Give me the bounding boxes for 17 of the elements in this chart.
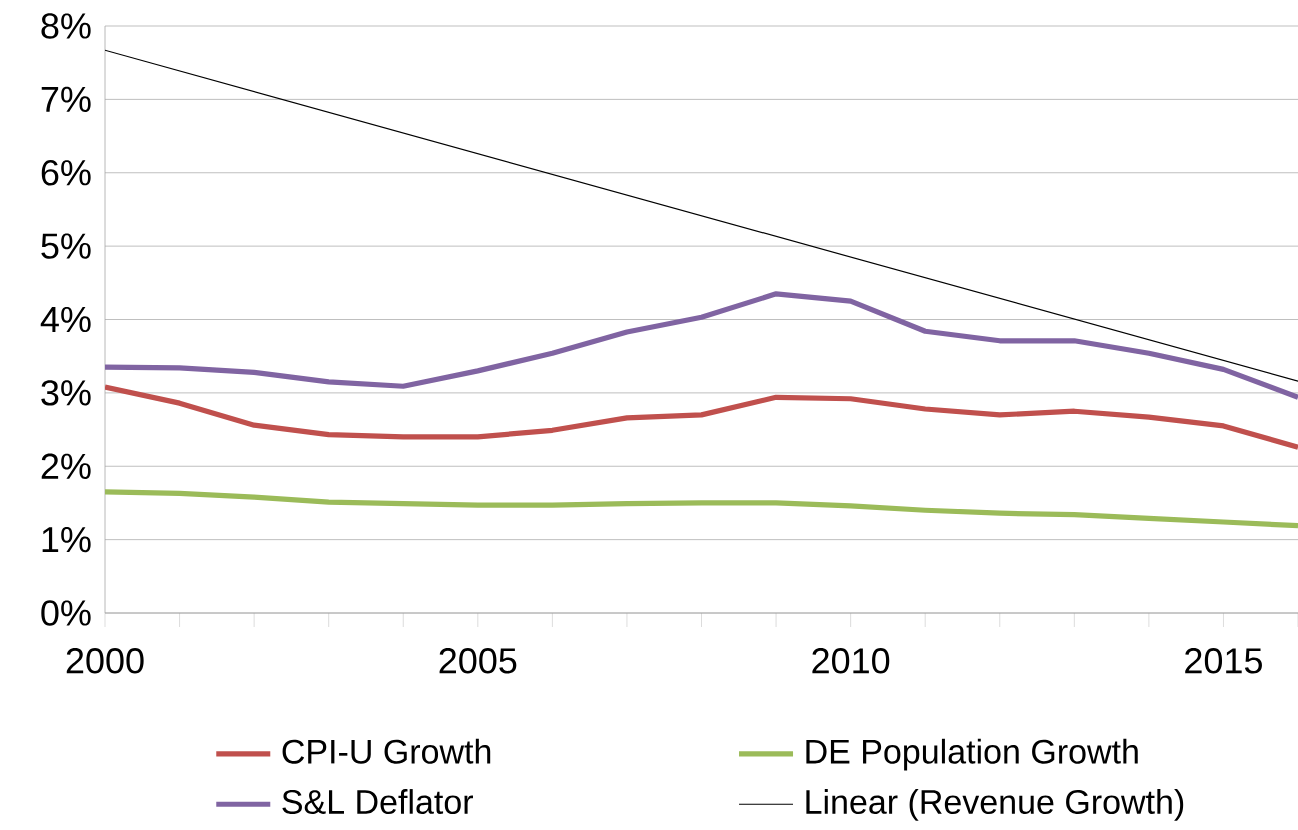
- x-tick-label: 2000: [66, 648, 144, 674]
- y-tick-label: 8%: [41, 13, 91, 39]
- y-tick-label: 0%: [41, 600, 91, 626]
- y-tick-label: 5%: [41, 233, 91, 259]
- x-tick-label: 2005: [439, 648, 517, 674]
- legend-label: S&L Deflator: [282, 789, 473, 815]
- y-tick-label: 6%: [41, 160, 91, 186]
- legend-label: DE Population Growth: [806, 738, 1138, 771]
- y-tick-label: 4%: [40, 306, 91, 333]
- y-tick-label: 1%: [42, 527, 91, 553]
- legend-label: Linear (Revenue Growth): [806, 789, 1184, 821]
- y-tick-label: 2%: [41, 453, 91, 479]
- x-tick-label: 2015: [1185, 648, 1262, 674]
- legend-label: CPI-U Growth: [282, 738, 491, 764]
- x-tick-label: 2010: [812, 648, 890, 674]
- y-tick-label: 7%: [41, 86, 91, 112]
- y-tick-label: 3%: [41, 380, 91, 406]
